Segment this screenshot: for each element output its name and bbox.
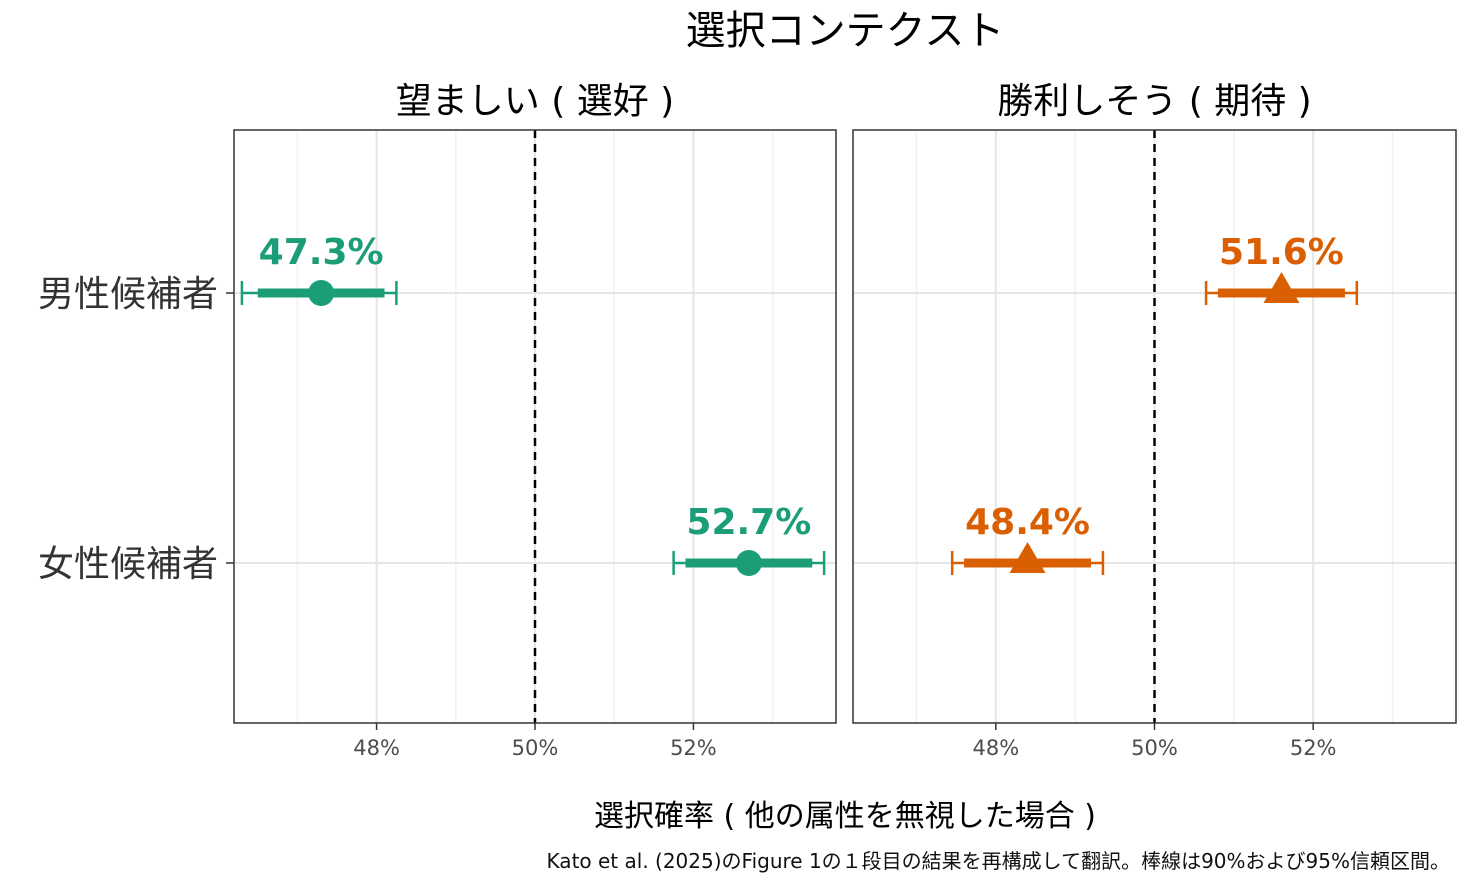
estimate-point	[308, 280, 335, 306]
y-tick-label: 男性候補者	[38, 274, 218, 315]
chart-caption: Kato et al. (2025)のFigure 1の１段目の結果を再構成して…	[546, 849, 1450, 873]
panel-border	[852, 129, 1457, 724]
x-tick-label: 48%	[353, 736, 400, 760]
panel-border	[233, 129, 837, 724]
x-tick-label: 48%	[972, 736, 1019, 760]
x-tick-label: 50%	[512, 736, 559, 760]
estimate-point	[1263, 272, 1300, 303]
x-tick-label: 52%	[670, 736, 717, 760]
x-axis-label: 選択確率 ( 他の属性を無視した場合 )	[594, 799, 1096, 834]
x-tick-label: 52%	[1290, 736, 1337, 760]
chart-title: 選択コンテクスト	[686, 8, 1005, 54]
data-label: 52.7%	[686, 502, 811, 543]
data-label: 51.6%	[1219, 232, 1344, 273]
y-tick-label: 女性候補者	[38, 544, 218, 585]
x-tick-label: 50%	[1131, 736, 1178, 760]
panel-1: 望ましい ( 選好 ) 48% 50% 52% 47.3% 52.7%	[233, 81, 837, 760]
panel-2: 勝利しそう ( 期待 ) 48% 50% 52% 51.6% 48.4%	[852, 81, 1457, 760]
panel-label: 勝利しそう ( 期待 )	[997, 81, 1311, 122]
estimate-point	[735, 550, 762, 576]
panel-label: 望ましい ( 選好 )	[396, 81, 674, 122]
estimate-point	[1009, 542, 1046, 573]
data-label: 48.4%	[965, 502, 1090, 543]
data-label: 47.3%	[259, 232, 384, 273]
